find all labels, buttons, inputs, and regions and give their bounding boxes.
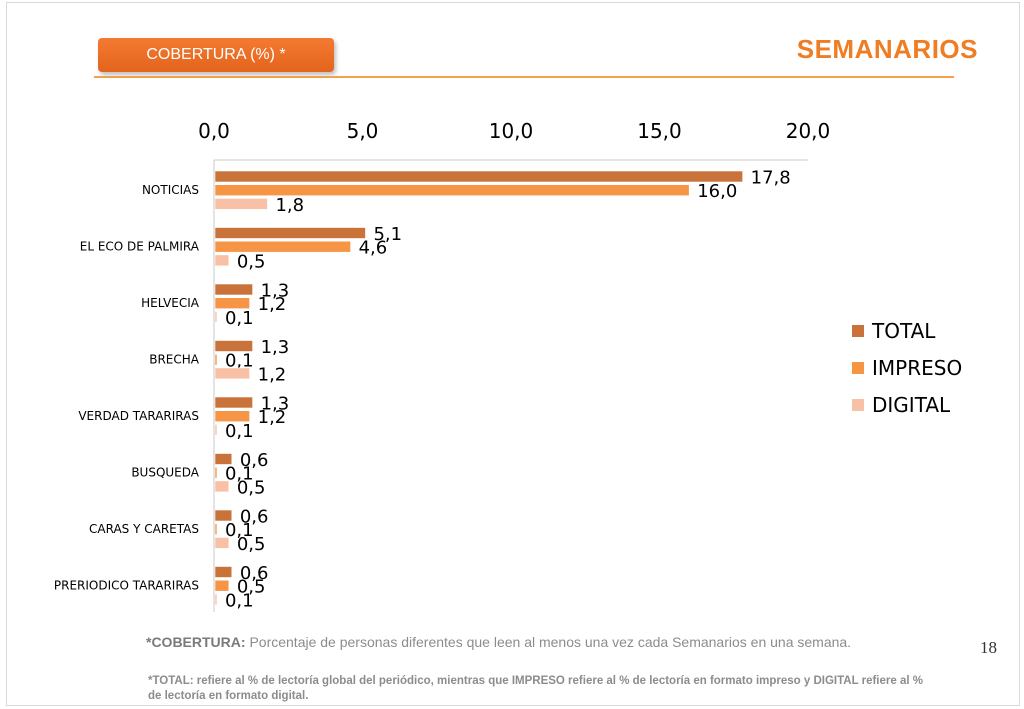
data-label: 16,0 [697,181,737,202]
bar-chart: 0,0 5,0 10,0 15,0 20,0 NOTICIAS 17,8 16,0 1,8 EL … [54,119,962,612]
bar-total [214,453,233,465]
slide-frame [6,2,1020,706]
legend-label: IMPRESO [872,356,962,380]
legend-label: TOTAL [871,319,936,343]
category-label: CARAS Y CARETAS [89,522,199,536]
bar-total [214,170,743,183]
page-number: 18 [980,638,997,657]
bar-digital [214,198,268,210]
data-label: 1,3 [261,394,290,415]
coverage-badge: COBERTURA (%) * [98,38,334,72]
data-label: 4,6 [359,238,388,259]
bar-digital [214,254,230,267]
bar-impreso [214,466,218,479]
footnote-label: *COBERTURA: [146,634,246,650]
bar-total [214,396,253,409]
data-label: 0,1 [225,520,254,541]
bar-digital [214,480,230,493]
data-label: 5,1 [373,224,402,245]
data-label: 0,5 [237,477,266,498]
data-label: 0,5 [237,534,266,555]
bar-impreso [214,297,250,310]
bar-total [214,509,233,522]
data-label: 1,2 [258,364,287,385]
data-label: 1,3 [261,337,290,358]
bar-impreso [214,579,230,592]
category-label: HELVECIA [141,296,200,310]
data-label: 1,8 [275,195,304,216]
x-tick-label: 10,0 [489,119,534,143]
bar-total [214,566,233,578]
data-label: 0,6 [240,507,269,528]
data-label: 1,2 [258,294,287,315]
bar-digital [214,424,218,436]
category-label: VERDAD TARARIRAS [78,409,199,423]
data-label: 17,8 [751,168,791,189]
bar-total [214,283,253,296]
category-label: EL ECO DE PALMIRA [80,240,200,254]
category-label: PRERIODICO TARARIRAS [54,579,199,593]
footnote: *COBERTURA: Porcentaje de personas difer… [146,633,906,652]
data-label: 0,1 [225,308,254,329]
header-divider [94,76,954,78]
x-tick-label: 20,0 [786,119,831,143]
data-label: 0,6 [240,450,269,471]
data-label: 0,1 [225,421,254,442]
legend-swatch-digital [852,399,864,411]
bar-impreso [214,410,250,423]
legend-swatch-impreso [852,362,864,374]
category-label: BUSQUEDA [131,466,199,480]
category-label: NOTICIAS [142,183,199,197]
data-label: 0,6 [240,563,269,584]
x-tick-label: 15,0 [637,119,682,143]
footnote-text: Porcentaje de personas diferentes que le… [249,634,852,650]
bar-impreso [214,353,218,366]
footnote-total-definition: *TOTAL: refiere al % de lectoría global … [148,675,923,702]
legend-swatch-total [852,325,864,337]
category-label: BRECHA [149,353,200,367]
data-label: 1,2 [258,407,287,428]
bar-digital [214,537,230,549]
bar-digital [214,311,218,323]
data-label: 0,5 [237,251,266,272]
bar-total [214,340,253,352]
bar-impreso [214,184,690,196]
data-label: 0,1 [225,351,254,372]
x-tick-label: 5,0 [347,119,379,143]
bar-digital [214,593,218,606]
bar-impreso [214,523,218,536]
data-label: 0,5 [237,577,266,598]
bar-total [214,227,366,239]
data-label: 0,1 [225,464,254,485]
bar-digital [214,367,250,380]
x-tick-label: 0,0 [198,119,230,143]
data-label: 0,1 [225,590,254,611]
data-label: 1,3 [261,281,290,302]
bar-impreso [214,240,351,253]
legend-label: DIGITAL [872,393,951,417]
page-title: SEMANARIOS [796,34,978,64]
